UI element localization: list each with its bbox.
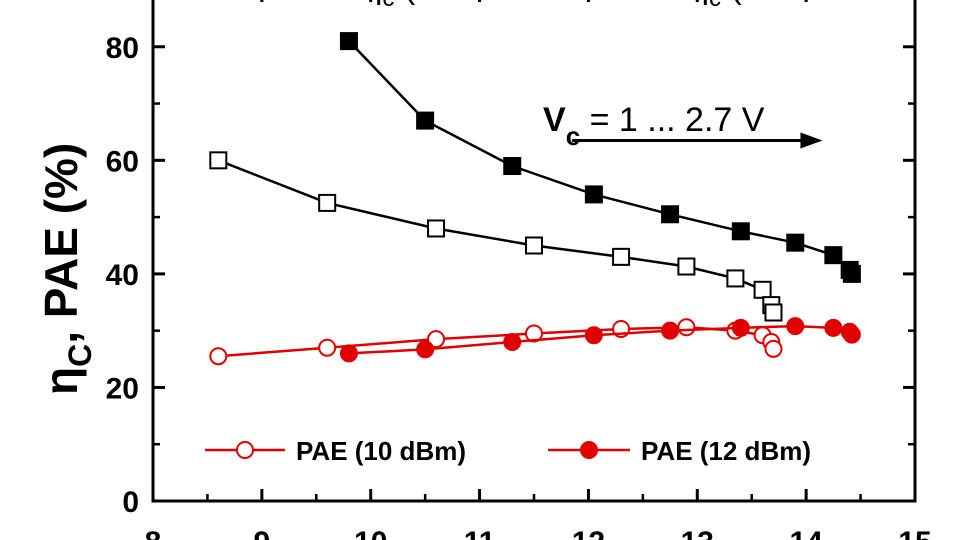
series-1 bbox=[339, 32, 861, 283]
data-point bbox=[731, 318, 750, 337]
data-point bbox=[525, 324, 543, 343]
legend-marker bbox=[580, 441, 598, 459]
data-point bbox=[416, 111, 435, 130]
data-point bbox=[339, 32, 358, 51]
data-point bbox=[503, 157, 522, 176]
top-legend-label: ηc ( bbox=[364, 0, 416, 12]
annotation-arrow-head bbox=[800, 132, 823, 149]
series-2 bbox=[209, 151, 783, 322]
data-point bbox=[318, 338, 337, 357]
y-tick-label: 0 bbox=[122, 486, 139, 519]
series-line bbox=[348, 40, 853, 275]
y-tick-label: 60 bbox=[106, 145, 139, 178]
annotation-label: Vc = 1 ... 2.7 V bbox=[543, 101, 765, 151]
data-point bbox=[416, 340, 435, 359]
data-point bbox=[677, 257, 696, 276]
data-point bbox=[726, 269, 745, 288]
legend-label: PAE (12 dBm) bbox=[641, 436, 811, 466]
data-point bbox=[339, 344, 358, 363]
data-point bbox=[427, 219, 446, 238]
x-tick-label: 14 bbox=[789, 526, 823, 540]
data-point bbox=[753, 280, 772, 299]
data-point bbox=[842, 264, 861, 283]
y-tick-label: 20 bbox=[106, 372, 139, 405]
x-tick-label: 12 bbox=[572, 526, 605, 540]
x-tick-label: 11 bbox=[464, 526, 496, 540]
data-point bbox=[731, 222, 750, 241]
data-point bbox=[427, 330, 446, 349]
data-point bbox=[584, 326, 603, 345]
data-point bbox=[612, 247, 631, 266]
x-tick-label: 13 bbox=[681, 526, 714, 540]
data-point bbox=[764, 303, 783, 322]
legend-marker bbox=[236, 441, 254, 459]
data-point bbox=[764, 339, 783, 358]
legend-label: PAE (10 dBm) bbox=[296, 436, 466, 466]
data-point bbox=[824, 318, 843, 337]
data-point bbox=[661, 205, 680, 224]
data-point bbox=[318, 193, 337, 212]
data-point bbox=[209, 151, 228, 170]
x-tick-label: 10 bbox=[354, 526, 387, 540]
y-axis-label: ηC, PAE (%) bbox=[35, 143, 98, 395]
series-3 bbox=[209, 318, 783, 366]
data-point bbox=[786, 233, 805, 252]
x-tick-label: 15 bbox=[898, 526, 931, 540]
x-tick-label: 9 bbox=[254, 526, 271, 540]
y-tick-label: 80 bbox=[106, 32, 139, 65]
data-point bbox=[503, 333, 522, 352]
legend-item: PAE (10 dBm) bbox=[205, 436, 466, 466]
top-legend-label: ηc ( bbox=[690, 0, 742, 12]
x-tick-label: 8 bbox=[145, 526, 162, 540]
series-4 bbox=[339, 317, 861, 363]
data-point bbox=[824, 246, 843, 265]
data-point bbox=[209, 347, 228, 366]
data-point bbox=[661, 321, 680, 340]
data-point bbox=[786, 317, 805, 336]
data-point bbox=[584, 185, 603, 204]
series-line bbox=[217, 159, 775, 313]
data-point bbox=[842, 325, 861, 344]
data-point bbox=[677, 318, 696, 337]
legend-item: PAE (12 dBm) bbox=[548, 436, 811, 466]
y-tick-label: 40 bbox=[106, 259, 139, 292]
data-point bbox=[525, 236, 543, 255]
